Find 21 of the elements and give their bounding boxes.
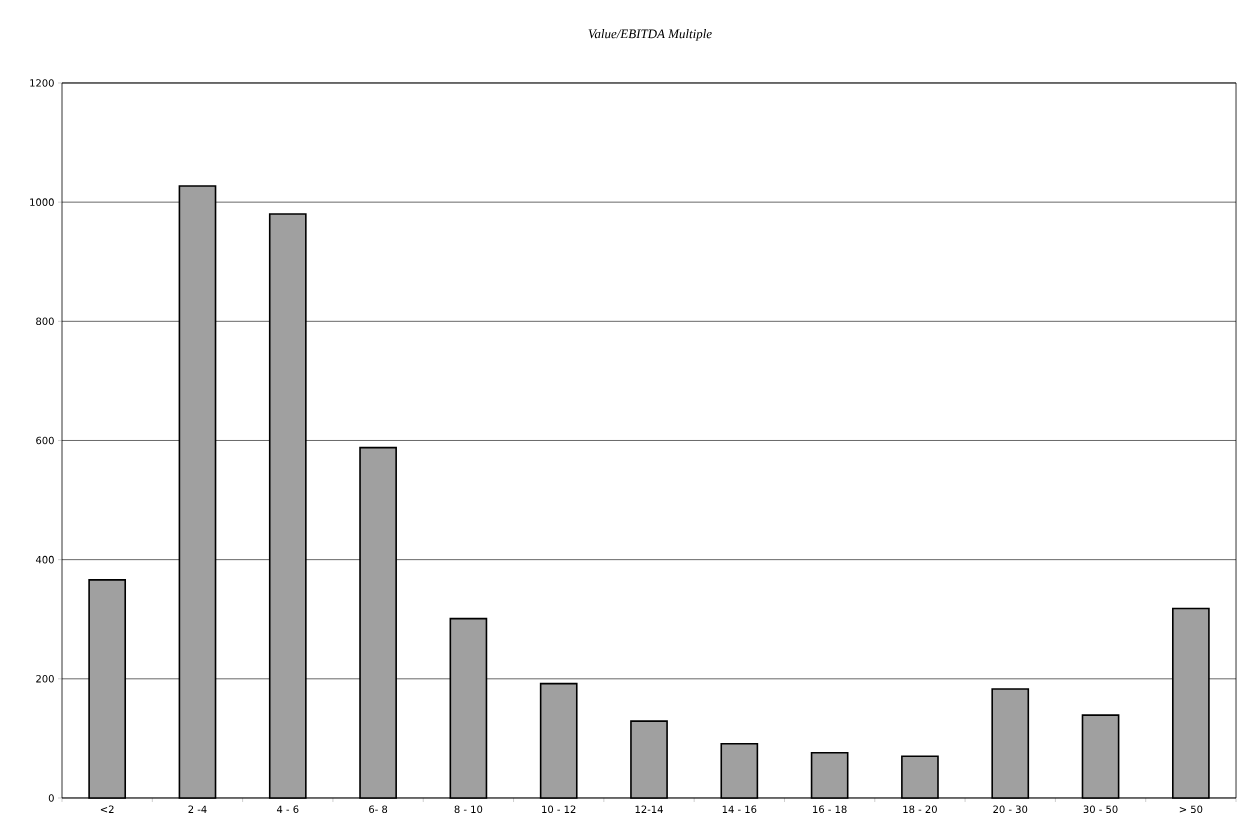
y-tick-label: 1200 [30,79,54,87]
y-tick-label: 400 [35,555,54,564]
y-tick-label: 1000 [30,198,54,206]
chart-title: Value/EBITDA Multiple [588,29,712,41]
x-tick-label: 12-14 [635,805,663,813]
x-tick-label: 20 - 30 [993,805,1028,814]
x-tick-label: <2 [100,805,114,813]
x-tick-label: 16 - 18 [813,805,847,814]
y-tick-label: 800 [36,317,54,326]
x-tick-label: 8 - 10 [454,805,483,814]
y-tick-label: 600 [36,436,54,445]
x-tick-label: 2 -4 [188,805,207,813]
x-tick-label: 6- 8 [369,805,388,814]
x-tick-label: 14 - 16 [722,805,757,814]
x-tick-label: > 50 [1179,805,1203,814]
x-tick-label: 30 - 50 [1083,805,1118,814]
x-tick-label: 4 - 6 [276,805,299,814]
x-tick-label: 10 - 12 [542,805,576,814]
y-tick-label: 200 [36,675,54,683]
y-tick-label: 0 [48,794,54,802]
x-tick-label: 18 - 20 [903,805,937,814]
